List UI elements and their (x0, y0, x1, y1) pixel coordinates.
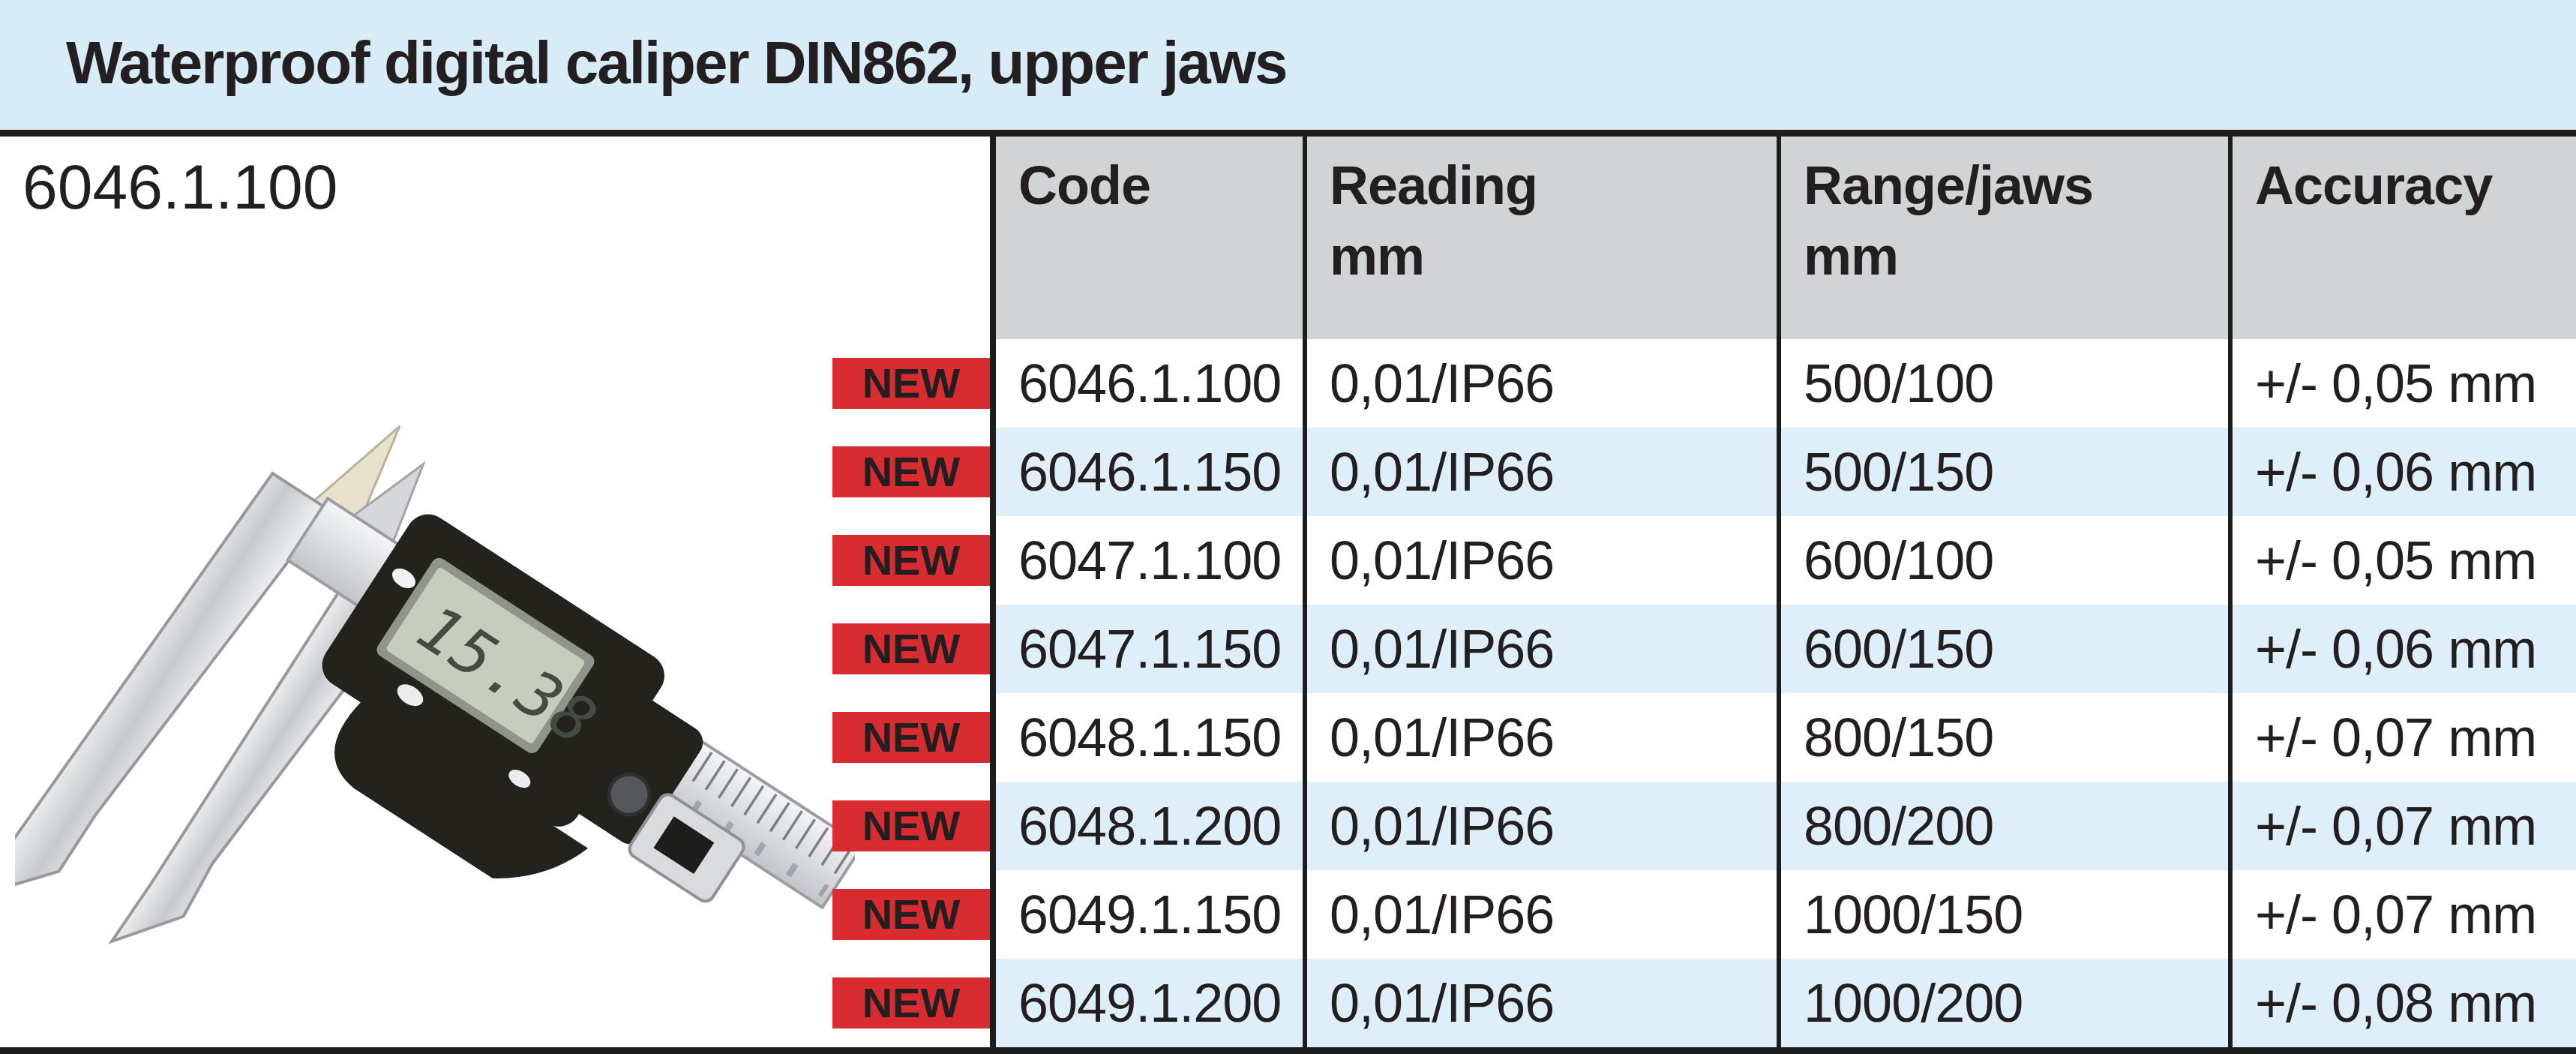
table-row: NEW 6047.1.100 0,01/IP66 600/100 +/- 0,0… (996, 516, 2576, 605)
table-row: NEW 6046.1.100 0,01/IP66 500/100 +/- 0,0… (996, 339, 2576, 428)
page-title: Waterproof digital caliper DIN862, upper… (66, 21, 1286, 105)
product-code-label: 6046.1.100 (22, 149, 337, 225)
cell-code: 6046.1.100 (996, 339, 1303, 428)
caliper-body: 15.38 (15, 372, 855, 1013)
cell-code: 6049.1.150 (996, 870, 1303, 959)
cell-reading: 0,01/IP66 (1303, 516, 1777, 605)
cell-range-jaws: 1000/200 (1777, 959, 2228, 1047)
cell-accuracy: +/- 0,05 mm (2228, 339, 2576, 428)
cell-range-jaws: 800/150 (1777, 693, 2228, 782)
new-badge: NEW (832, 977, 990, 1028)
cell-accuracy: +/- 0,08 mm (2228, 959, 2576, 1047)
cell-range-jaws: 500/150 (1777, 428, 2228, 516)
cell-range-jaws: 800/200 (1777, 782, 2228, 870)
new-badge: NEW (832, 535, 990, 586)
header-cell-range-jaws: Range/jawsmm (1777, 137, 2228, 339)
cell-range-jaws: 1000/150 (1777, 870, 2228, 959)
table-row: NEW 6048.1.200 0,01/IP66 800/200 +/- 0,0… (996, 782, 2576, 870)
table-header-row: Code Readingmm Range/jawsmm Accuracy (996, 137, 2576, 339)
table-row: NEW 6049.1.150 0,01/IP66 1000/150 +/- 0,… (996, 870, 2576, 959)
cell-range-jaws: 500/100 (1777, 339, 2228, 428)
cell-code: 6049.1.200 (996, 959, 1303, 1047)
cell-range-jaws: 600/150 (1777, 605, 2228, 693)
top-divider-rule (0, 130, 2576, 137)
cell-range-jaws: 600/100 (1777, 516, 2228, 605)
title-bar: Waterproof digital caliper DIN862, upper… (0, 0, 2576, 130)
cell-reading: 0,01/IP66 (1303, 605, 1777, 693)
new-badge: NEW (832, 623, 990, 674)
new-badge: NEW (832, 446, 990, 497)
cell-reading: 0,01/IP66 (1303, 959, 1777, 1047)
cell-accuracy: +/- 0,05 mm (2228, 516, 2576, 605)
new-badge: NEW (832, 712, 990, 763)
new-badge: NEW (832, 800, 990, 851)
cell-reading: 0,01/IP66 (1303, 870, 1777, 959)
bottom-divider-rule (0, 1047, 2576, 1054)
cell-accuracy: +/- 0,07 mm (2228, 782, 2576, 870)
header-cell-accuracy: Accuracy (2228, 137, 2576, 339)
cell-code: 6048.1.150 (996, 693, 1303, 782)
cell-code: 6047.1.100 (996, 516, 1303, 605)
cell-reading: 0,01/IP66 (1303, 782, 1777, 870)
cell-accuracy: +/- 0,06 mm (2228, 605, 2576, 693)
caliper-photo: 15.38 (15, 353, 855, 1013)
table-row: NEW 6049.1.200 0,01/IP66 1000/200 +/- 0,… (996, 959, 2576, 1047)
cell-code: 6047.1.150 (996, 605, 1303, 693)
cell-accuracy: +/- 0,07 mm (2228, 693, 2576, 782)
new-badge: NEW (832, 889, 990, 940)
cell-code: 6046.1.150 (996, 428, 1303, 516)
table-row: NEW 6048.1.150 0,01/IP66 800/150 +/- 0,0… (996, 693, 2576, 782)
header-cell-reading: Readingmm (1303, 137, 1777, 339)
header-cell-code: Code (996, 137, 1303, 339)
cell-accuracy: +/- 0,07 mm (2228, 870, 2576, 959)
cell-code: 6048.1.200 (996, 782, 1303, 870)
cell-reading: 0,01/IP66 (1303, 693, 1777, 782)
new-badge: NEW (832, 358, 990, 409)
table-row: NEW 6047.1.150 0,01/IP66 600/150 +/- 0,0… (996, 605, 2576, 693)
product-table: Code Readingmm Range/jawsmm Accuracy NEW… (990, 137, 2576, 1047)
cell-reading: 0,01/IP66 (1303, 428, 1777, 516)
cell-reading: 0,01/IP66 (1303, 339, 1777, 428)
cell-accuracy: +/- 0,06 mm (2228, 428, 2576, 516)
table-row: NEW 6046.1.150 0,01/IP66 500/150 +/- 0,0… (996, 428, 2576, 516)
